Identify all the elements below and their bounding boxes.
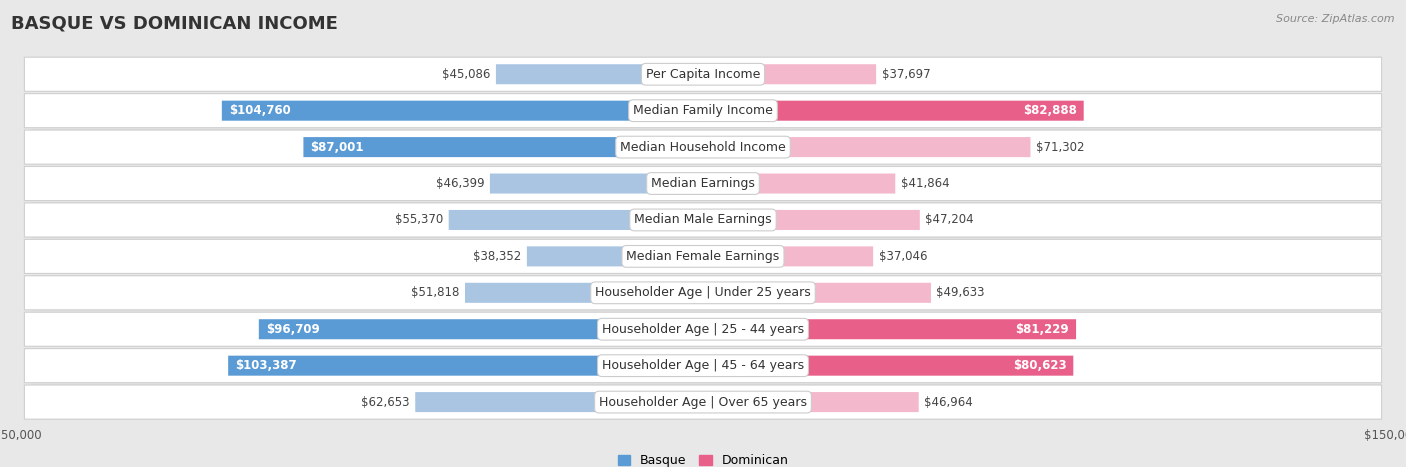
Text: $87,001: $87,001	[311, 141, 364, 154]
Text: Householder Age | Over 65 years: Householder Age | Over 65 years	[599, 396, 807, 409]
FancyBboxPatch shape	[31, 239, 1382, 274]
FancyBboxPatch shape	[496, 64, 702, 84]
Legend: Basque, Dominican: Basque, Dominican	[613, 449, 793, 467]
FancyBboxPatch shape	[31, 57, 1382, 92]
Text: BASQUE VS DOMINICAN INCOME: BASQUE VS DOMINICAN INCOME	[11, 14, 337, 32]
Text: $49,633: $49,633	[936, 286, 986, 299]
FancyBboxPatch shape	[704, 101, 1084, 120]
FancyBboxPatch shape	[31, 312, 1382, 347]
FancyBboxPatch shape	[31, 130, 1382, 164]
Text: $103,387: $103,387	[235, 359, 297, 372]
Text: $51,818: $51,818	[411, 286, 460, 299]
Text: Median Family Income: Median Family Income	[633, 104, 773, 117]
FancyBboxPatch shape	[259, 319, 702, 339]
FancyBboxPatch shape	[704, 137, 1031, 157]
FancyBboxPatch shape	[31, 385, 1382, 419]
FancyBboxPatch shape	[704, 392, 918, 412]
Text: $37,697: $37,697	[882, 68, 931, 81]
FancyBboxPatch shape	[24, 239, 1382, 274]
Text: Householder Age | 45 - 64 years: Householder Age | 45 - 64 years	[602, 359, 804, 372]
Text: Median Female Earnings: Median Female Earnings	[627, 250, 779, 263]
FancyBboxPatch shape	[449, 210, 702, 230]
FancyBboxPatch shape	[24, 93, 1382, 128]
Text: Householder Age | Under 25 years: Householder Age | Under 25 years	[595, 286, 811, 299]
FancyBboxPatch shape	[704, 210, 920, 230]
FancyBboxPatch shape	[31, 166, 1382, 201]
Text: $71,302: $71,302	[1036, 141, 1084, 154]
FancyBboxPatch shape	[704, 283, 931, 303]
FancyBboxPatch shape	[304, 137, 702, 157]
Text: $80,623: $80,623	[1012, 359, 1066, 372]
FancyBboxPatch shape	[31, 203, 1382, 237]
FancyBboxPatch shape	[489, 174, 702, 193]
Text: $41,864: $41,864	[901, 177, 949, 190]
FancyBboxPatch shape	[527, 247, 702, 266]
Text: $55,370: $55,370	[395, 213, 443, 226]
FancyBboxPatch shape	[24, 348, 1382, 383]
FancyBboxPatch shape	[704, 356, 1073, 375]
Text: $45,086: $45,086	[441, 68, 491, 81]
Text: $46,399: $46,399	[436, 177, 485, 190]
Text: $104,760: $104,760	[229, 104, 291, 117]
Text: $46,964: $46,964	[924, 396, 973, 409]
FancyBboxPatch shape	[222, 101, 702, 120]
Text: $81,229: $81,229	[1015, 323, 1069, 336]
FancyBboxPatch shape	[704, 247, 873, 266]
FancyBboxPatch shape	[465, 283, 702, 303]
Text: Median Earnings: Median Earnings	[651, 177, 755, 190]
FancyBboxPatch shape	[24, 57, 1382, 92]
FancyBboxPatch shape	[31, 276, 1382, 310]
Text: Source: ZipAtlas.com: Source: ZipAtlas.com	[1277, 14, 1395, 24]
FancyBboxPatch shape	[24, 312, 1382, 347]
FancyBboxPatch shape	[31, 93, 1382, 128]
FancyBboxPatch shape	[228, 356, 702, 375]
FancyBboxPatch shape	[24, 130, 1382, 164]
Text: Per Capita Income: Per Capita Income	[645, 68, 761, 81]
FancyBboxPatch shape	[31, 348, 1382, 383]
Text: Median Household Income: Median Household Income	[620, 141, 786, 154]
Text: Householder Age | 25 - 44 years: Householder Age | 25 - 44 years	[602, 323, 804, 336]
Text: $96,709: $96,709	[266, 323, 319, 336]
FancyBboxPatch shape	[704, 64, 876, 84]
FancyBboxPatch shape	[704, 174, 896, 193]
FancyBboxPatch shape	[415, 392, 702, 412]
Text: $47,204: $47,204	[925, 213, 974, 226]
FancyBboxPatch shape	[704, 319, 1076, 339]
Text: $38,352: $38,352	[472, 250, 522, 263]
FancyBboxPatch shape	[24, 203, 1382, 237]
Text: $82,888: $82,888	[1024, 104, 1077, 117]
FancyBboxPatch shape	[24, 276, 1382, 310]
FancyBboxPatch shape	[24, 166, 1382, 201]
Text: $37,046: $37,046	[879, 250, 927, 263]
FancyBboxPatch shape	[24, 385, 1382, 419]
Text: $62,653: $62,653	[361, 396, 409, 409]
Text: Median Male Earnings: Median Male Earnings	[634, 213, 772, 226]
